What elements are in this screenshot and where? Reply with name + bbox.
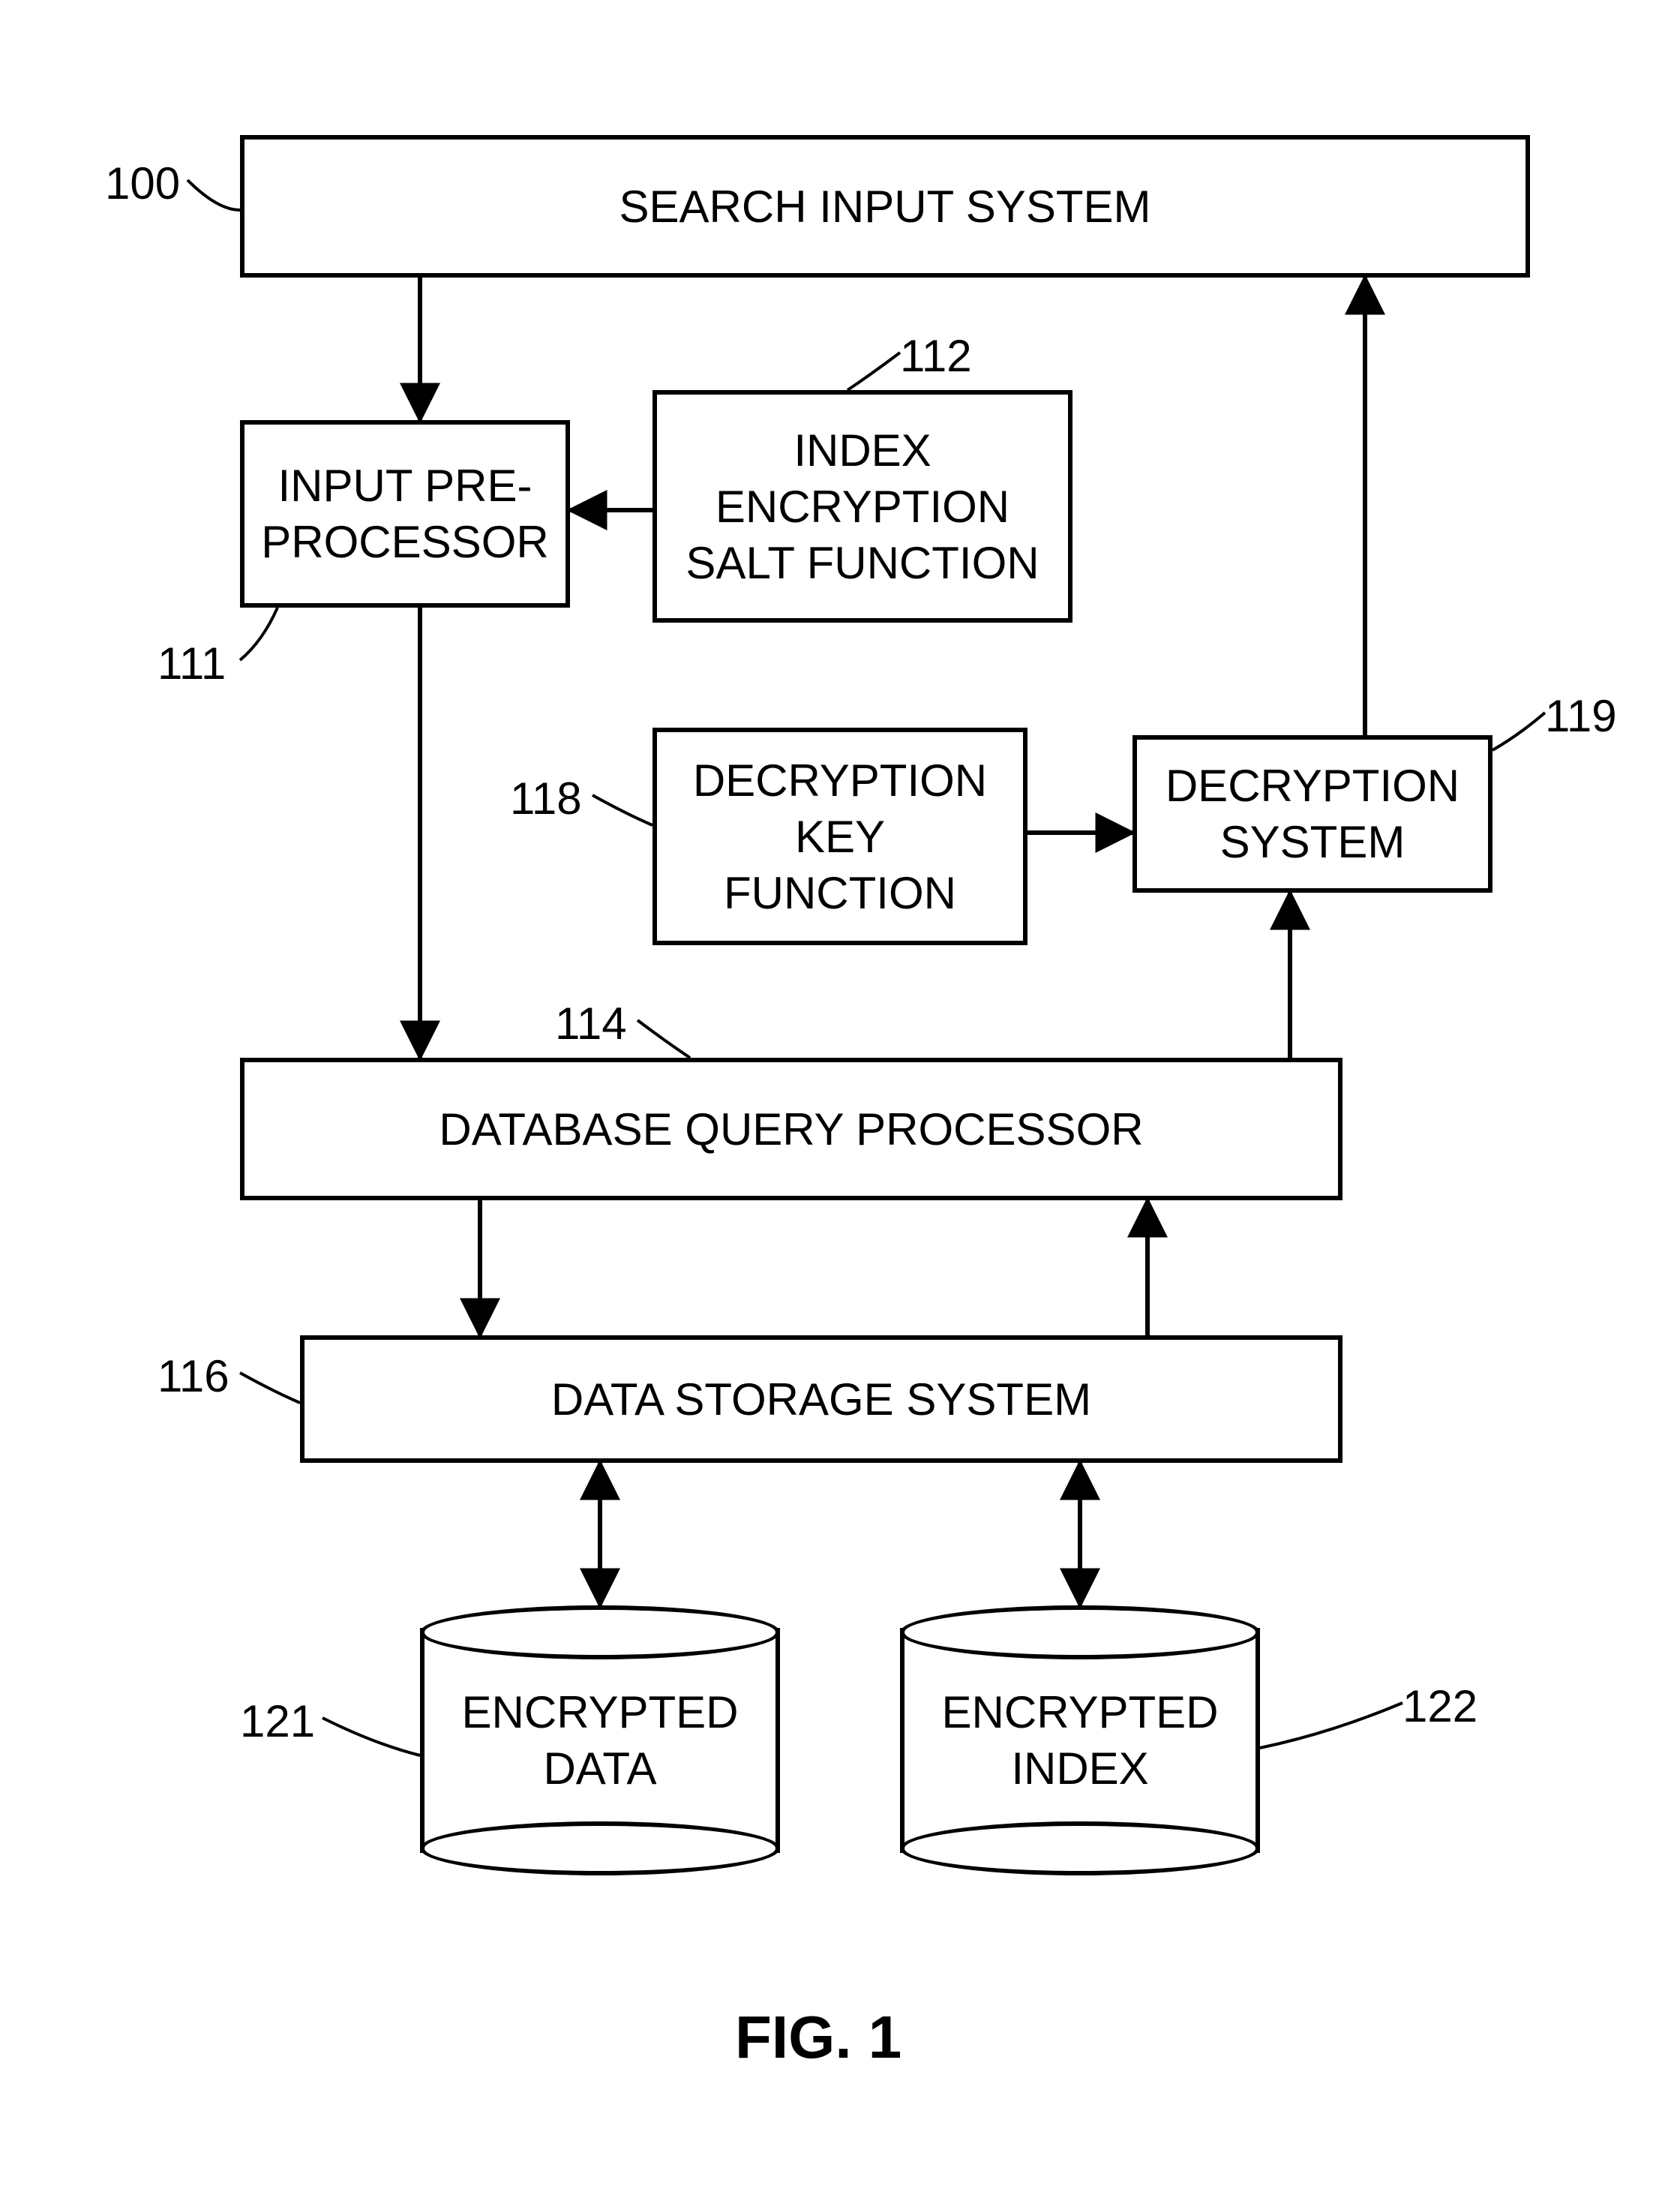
ref-100: 100 bbox=[105, 158, 180, 209]
node-label: DECRYPTION KEY FUNCTION bbox=[693, 752, 987, 921]
node-label: ENCRYPTED INDEX bbox=[900, 1684, 1260, 1797]
node-encrypted-data: ENCRYPTED DATA bbox=[420, 1628, 780, 1853]
node-search-input-system: SEARCH INPUT SYSTEM bbox=[240, 135, 1530, 278]
node-decryption-system: DECRYPTION SYSTEM bbox=[1132, 735, 1492, 893]
node-label: INPUT PRE- PROCESSOR bbox=[261, 458, 548, 570]
node-label: INDEX ENCRYPTION SALT FUNCTION bbox=[686, 422, 1039, 591]
node-label: SEARCH INPUT SYSTEM bbox=[619, 179, 1150, 235]
cylinder-bottom bbox=[900, 1821, 1260, 1875]
diagram-canvas: SEARCH INPUT SYSTEM INPUT PRE- PROCESSOR… bbox=[0, 0, 1680, 2186]
node-encrypted-index: ENCRYPTED INDEX bbox=[900, 1628, 1260, 1853]
node-database-query-processor: DATABASE QUERY PROCESSOR bbox=[240, 1058, 1342, 1200]
node-label: DATA STORAGE SYSTEM bbox=[551, 1371, 1091, 1428]
figure-caption: FIG. 1 bbox=[735, 2003, 902, 2072]
ref-116: 116 bbox=[158, 1350, 230, 1402]
ref-114: 114 bbox=[555, 998, 627, 1049]
ref-118: 118 bbox=[510, 773, 582, 824]
node-index-encryption-salt-function: INDEX ENCRYPTION SALT FUNCTION bbox=[652, 390, 1072, 623]
cylinder-top bbox=[900, 1605, 1260, 1659]
node-data-storage-system: DATA STORAGE SYSTEM bbox=[300, 1335, 1342, 1463]
cylinder-bottom bbox=[420, 1821, 780, 1875]
ref-121: 121 bbox=[240, 1695, 315, 1747]
node-label: DATABASE QUERY PROCESSOR bbox=[439, 1101, 1143, 1158]
node-label: ENCRYPTED DATA bbox=[420, 1684, 780, 1797]
node-decryption-key-function: DECRYPTION KEY FUNCTION bbox=[652, 728, 1028, 945]
node-label: DECRYPTION SYSTEM bbox=[1166, 758, 1460, 870]
cylinder-top bbox=[420, 1605, 780, 1659]
ref-112: 112 bbox=[900, 330, 972, 382]
node-input-preprocessor: INPUT PRE- PROCESSOR bbox=[240, 420, 570, 608]
ref-111: 111 bbox=[158, 638, 226, 689]
ref-119: 119 bbox=[1545, 690, 1617, 742]
ref-122: 122 bbox=[1402, 1680, 1478, 1732]
